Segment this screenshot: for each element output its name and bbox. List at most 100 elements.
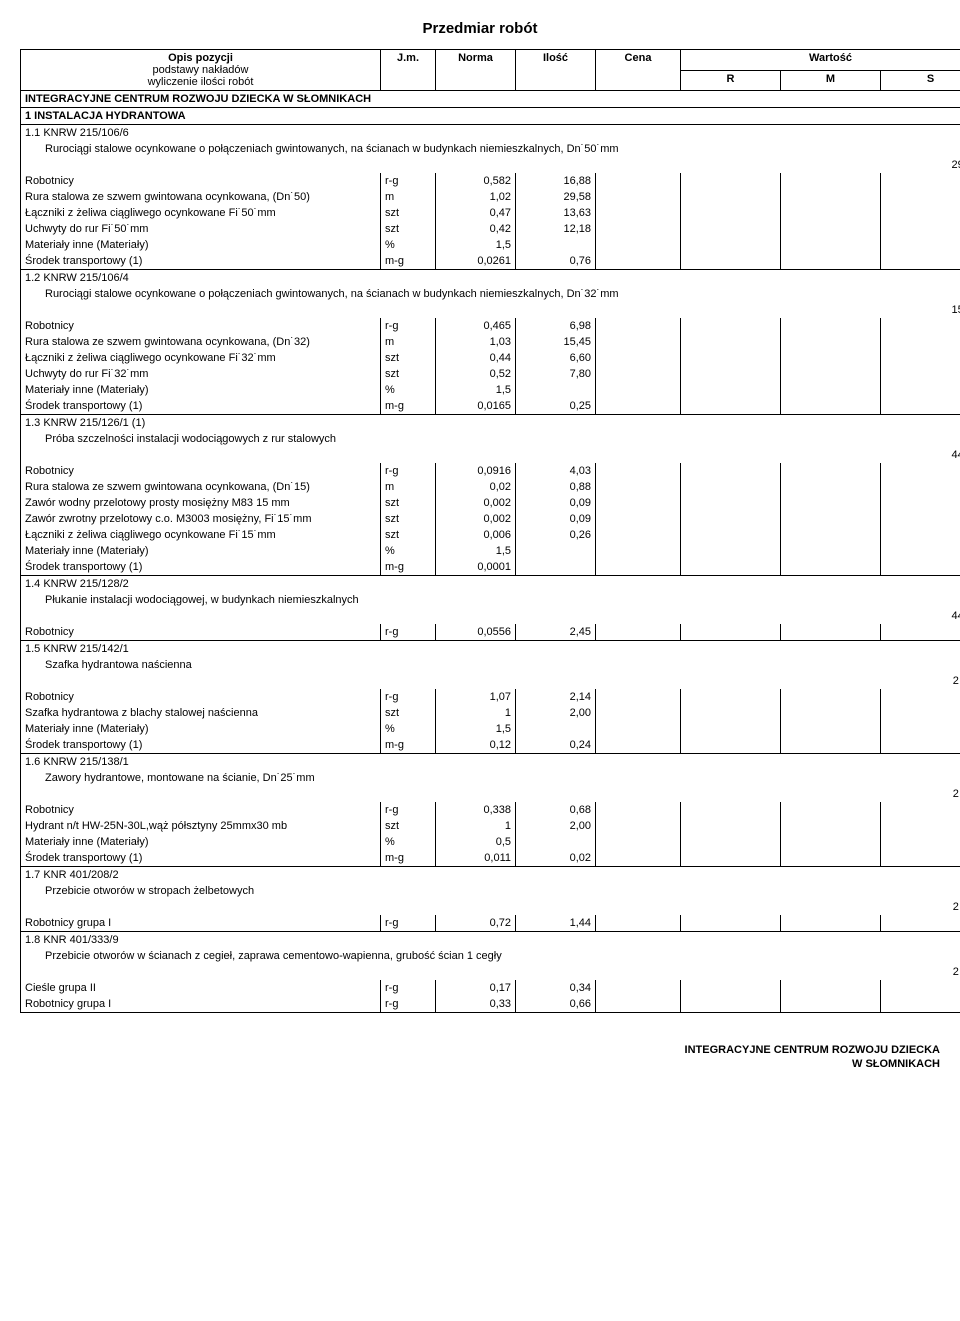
detail-qty [516, 559, 596, 576]
detail-m [781, 705, 881, 721]
detail-name: Środek transportowy (1) [21, 398, 381, 415]
detail-m [781, 334, 881, 350]
detail-row: Robotnicy grupa Ir-g0,330,66 [21, 996, 960, 1013]
detail-qty: 0,76 [516, 253, 596, 270]
detail-norm: 0,0001 [436, 559, 516, 576]
hdr-jm: J.m. [381, 50, 436, 91]
detail-m [781, 173, 881, 189]
detail-jm: szt [381, 495, 436, 511]
detail-name: Materiały inne (Materiały) [21, 382, 381, 398]
detail-norm: 0,338 [436, 802, 516, 818]
detail-name: Uchwyty do rur Fi˙32˙mm [21, 366, 381, 382]
detail-name: Uchwyty do rur Fi˙50˙mm [21, 221, 381, 237]
detail-row: Środek transportowy (1)m-g0,0110,02 [21, 850, 960, 867]
item-qty-row: 2 szt [21, 899, 960, 915]
item-desc: Przebicie otworów w stropach żelbetowych [21, 883, 960, 899]
item-code: 1.6 KNRW 215/138/1 [21, 754, 960, 771]
detail-row: Rura stalowa ze szwem gwintowana ocynkow… [21, 189, 960, 205]
hdr-norma: Norma [436, 50, 516, 91]
item-qty-row: 2 szt [21, 673, 960, 689]
detail-norm: 1,5 [436, 382, 516, 398]
detail-norm: 1,5 [436, 237, 516, 253]
detail-r [681, 527, 781, 543]
detail-jm: r-g [381, 802, 436, 818]
detail-norm: 0,42 [436, 221, 516, 237]
detail-qty: 29,58 [516, 189, 596, 205]
detail-norm: 1 [436, 705, 516, 721]
detail-qty: 2,14 [516, 689, 596, 705]
item-qty: 2 szt [881, 899, 960, 915]
detail-name: Rura stalowa ze szwem gwintowana ocynkow… [21, 334, 381, 350]
item-desc-row: Przebicie otworów w stropach żelbetowych [21, 883, 960, 899]
detail-m [781, 915, 881, 932]
detail-qty: 0,09 [516, 495, 596, 511]
detail-m [781, 543, 881, 559]
detail-cena [596, 366, 681, 382]
detail-qty [516, 721, 596, 737]
detail-s [881, 173, 960, 189]
detail-cena [596, 996, 681, 1013]
detail-cena [596, 818, 681, 834]
detail-s [881, 915, 960, 932]
detail-s [881, 189, 960, 205]
detail-cena [596, 398, 681, 415]
detail-qty: 2,45 [516, 624, 596, 641]
detail-norm: 0,0556 [436, 624, 516, 641]
detail-cena [596, 318, 681, 334]
detail-jm: szt [381, 818, 436, 834]
detail-jm: % [381, 834, 436, 850]
detail-cena [596, 334, 681, 350]
detail-jm: r-g [381, 915, 436, 932]
item-code: 1.3 KNRW 215/126/1 (1) [21, 415, 960, 432]
detail-m [781, 624, 881, 641]
detail-r [681, 996, 781, 1013]
detail-qty: 13,63 [516, 205, 596, 221]
detail-m [781, 511, 881, 527]
detail-qty [516, 543, 596, 559]
detail-norm: 0,17 [436, 980, 516, 996]
detail-name: Zawór zwrotny przelotowy c.o. M3003 mosi… [21, 511, 381, 527]
detail-r [681, 705, 781, 721]
detail-jm: m-g [381, 253, 436, 270]
detail-norm: 1 [436, 818, 516, 834]
detail-row: Robotnicyr-g1,072,14 [21, 689, 960, 705]
detail-jm: m-g [381, 559, 436, 576]
detail-jm: m [381, 189, 436, 205]
item-qty: 2 szt [881, 964, 960, 980]
detail-m [781, 721, 881, 737]
detail-jm: szt [381, 366, 436, 382]
detail-cena [596, 350, 681, 366]
detail-row: Środek transportowy (1)m-g0,0001 [21, 559, 960, 576]
detail-jm: szt [381, 511, 436, 527]
item-desc: Rurociągi stalowe ocynkowane o połączeni… [21, 286, 960, 302]
detail-norm: 0,47 [436, 205, 516, 221]
detail-name: Robotnicy grupa I [21, 915, 381, 932]
item-desc-row: Rurociągi stalowe ocynkowane o połączeni… [21, 141, 960, 157]
detail-norm: 1,07 [436, 689, 516, 705]
detail-s [881, 980, 960, 996]
detail-s [881, 463, 960, 479]
detail-qty: 7,80 [516, 366, 596, 382]
detail-m [781, 189, 881, 205]
detail-cena [596, 463, 681, 479]
detail-s [881, 511, 960, 527]
detail-norm: 0,465 [436, 318, 516, 334]
item-qty-spacer [21, 157, 881, 173]
detail-row: Robotnicyr-g0,4656,98 [21, 318, 960, 334]
detail-name: Materiały inne (Materiały) [21, 237, 381, 253]
hdr-s: S [881, 70, 960, 91]
detail-name: Zawór wodny przelotowy prosty mosiężny M… [21, 495, 381, 511]
item-code-row: 1.8 KNR 401/333/9 [21, 932, 960, 949]
item-desc: Przebicie otworów w ścianach z cegieł, z… [21, 948, 960, 964]
detail-row: Rura stalowa ze szwem gwintowana ocynkow… [21, 479, 960, 495]
detail-s [881, 479, 960, 495]
detail-name: Łączniki z żeliwa ciągliwego ocynkowane … [21, 350, 381, 366]
detail-r [681, 802, 781, 818]
detail-r [681, 834, 781, 850]
detail-m [781, 980, 881, 996]
detail-qty: 16,88 [516, 173, 596, 189]
detail-row: Środek transportowy (1)m-g0,01650,25 [21, 398, 960, 415]
item-qty-spacer [21, 302, 881, 318]
detail-r [681, 463, 781, 479]
detail-r [681, 915, 781, 932]
